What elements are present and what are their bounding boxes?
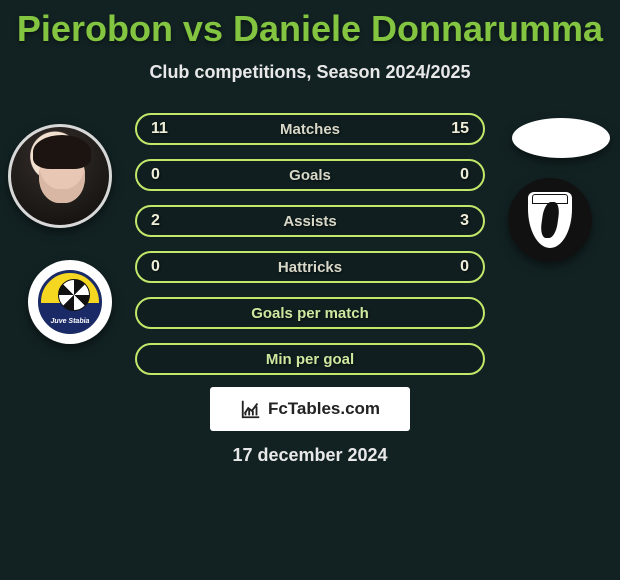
stat-label: Assists [283, 213, 336, 230]
site-logo[interactable]: FcTables.com [210, 387, 410, 431]
stat-label: Min per goal [266, 351, 354, 368]
chart-icon [240, 398, 262, 420]
club-left-badge: Juve Stabia [28, 260, 112, 344]
subtitle: Club competitions, Season 2024/2025 [0, 62, 620, 83]
stat-left-value: 2 [151, 212, 160, 230]
stat-row-matches: 11 Matches 15 [135, 113, 485, 145]
stat-row-min-per-goal: Min per goal [135, 343, 485, 375]
stat-left-value: 0 [151, 258, 160, 276]
club-right-shield [528, 192, 572, 248]
stat-row-goals-per-match: Goals per match [135, 297, 485, 329]
stat-label: Goals per match [251, 305, 369, 322]
stat-left-value: 0 [151, 166, 160, 184]
stat-row-assists: 2 Assists 3 [135, 205, 485, 237]
stat-right-value: 0 [460, 166, 469, 184]
stat-label: Hattricks [278, 259, 342, 276]
stat-label: Goals [289, 167, 331, 184]
stat-right-value: 0 [460, 258, 469, 276]
player-left-photo [8, 124, 112, 228]
stat-left-value: 11 [151, 120, 168, 138]
stat-label: Matches [280, 121, 340, 138]
stat-right-value: 15 [451, 120, 469, 138]
stat-row-hattricks: 0 Hattricks 0 [135, 251, 485, 283]
club-left-badge-inner: Juve Stabia [38, 270, 102, 334]
stat-right-value: 3 [460, 212, 469, 230]
club-right-badge [508, 178, 592, 262]
page-title: Pierobon vs Daniele Donnarumma [0, 0, 620, 50]
date-label: 17 december 2024 [0, 445, 620, 466]
stat-row-goals: 0 Goals 0 [135, 159, 485, 191]
player-right-photo [512, 118, 610, 158]
club-left-label: Juve Stabia [41, 318, 99, 325]
site-logo-text: FcTables.com [268, 399, 380, 419]
